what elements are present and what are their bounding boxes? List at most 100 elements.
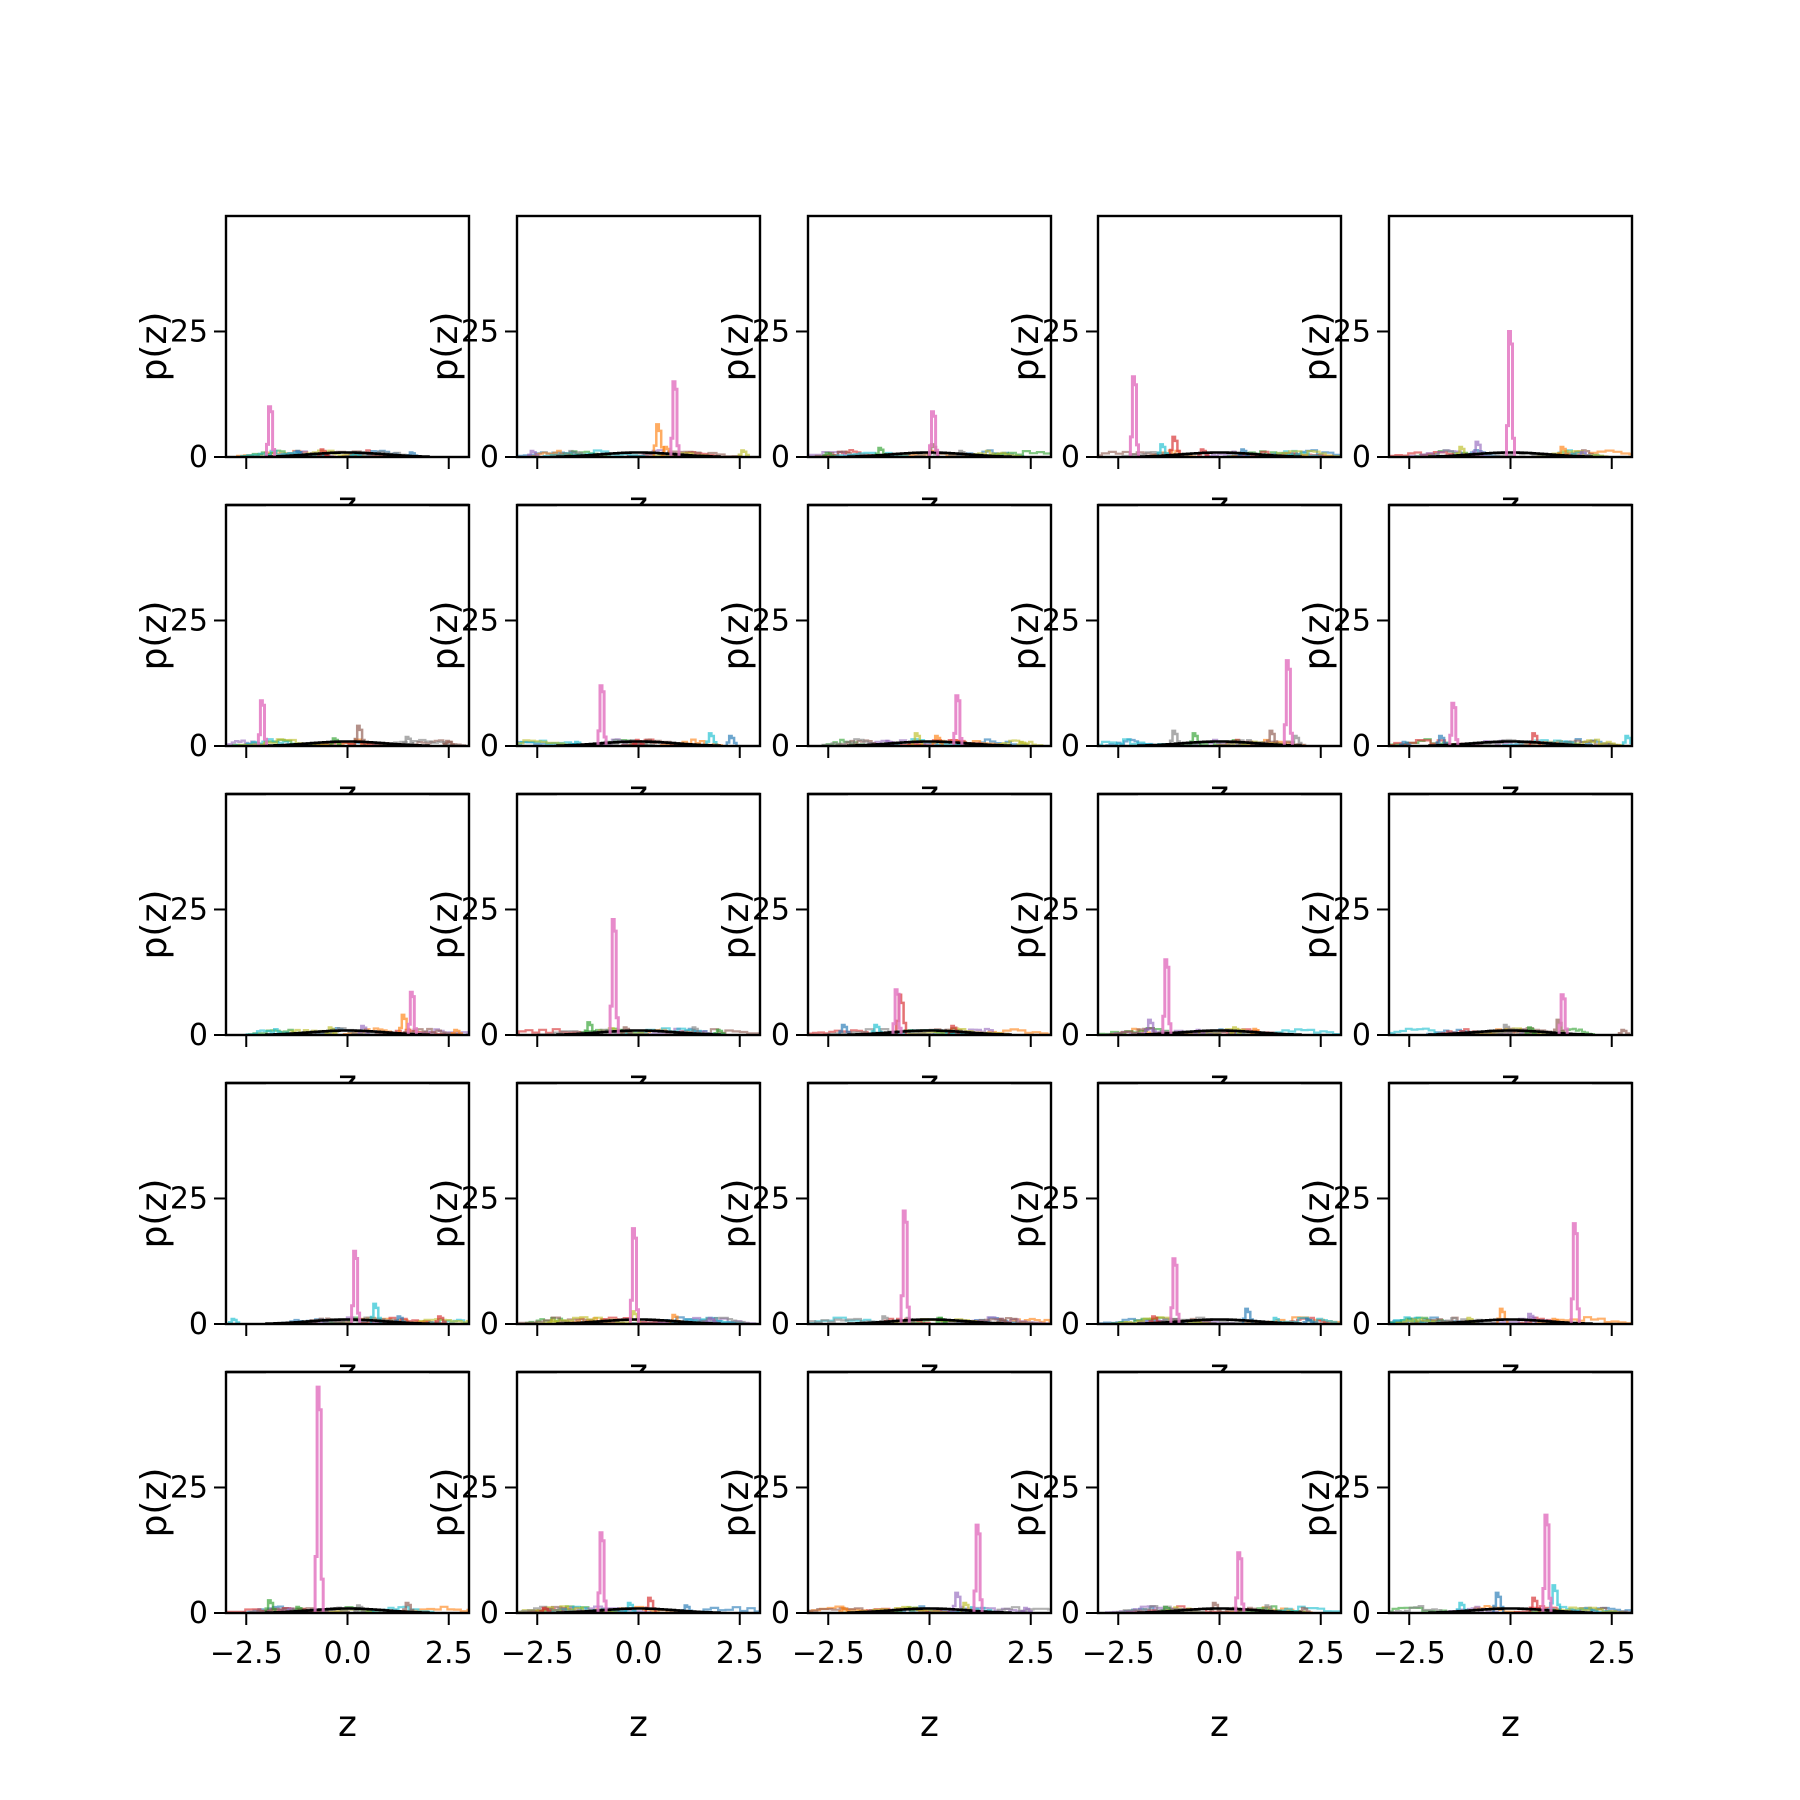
mean-density-histogram [556, 1029, 721, 1035]
y-tick-label: 25 [1042, 1181, 1080, 1216]
subplot-plot-area [1098, 1257, 1341, 1324]
peak-histogram [1569, 1222, 1581, 1324]
mean-density-histogram [556, 1607, 721, 1613]
y-axis-label: p(z) [716, 312, 757, 382]
subplot-plot-area [245, 990, 469, 1035]
label-overlap-mask [848, 793, 1011, 807]
x-tick-label: −2.5 [210, 1636, 283, 1671]
bump-histogram [1557, 445, 1570, 457]
subplot-plot-area [517, 684, 738, 746]
subplot-plot-area [1389, 701, 1632, 746]
peak-histogram [669, 380, 681, 457]
mean-density-histogram [556, 451, 721, 457]
mean-density-histogram [847, 1318, 1012, 1324]
bump-histogram [1144, 1018, 1157, 1035]
bump-histogram [895, 993, 908, 1035]
label-overlap-mask [557, 1371, 720, 1385]
y-tick-label: 0 [1061, 729, 1080, 764]
y-tick-label: 0 [189, 1596, 208, 1631]
peak-histogram [1234, 1551, 1246, 1613]
y-tick-label: 0 [1061, 1596, 1080, 1631]
subplot-5-3: 0 25 −2.5 0.0 2.5 z p(z) [716, 1370, 1055, 1745]
peak-histogram [972, 1523, 984, 1613]
label-overlap-mask [1429, 1371, 1592, 1385]
component-histogram [407, 1318, 469, 1324]
y-tick-label: 25 [461, 892, 499, 927]
y-tick-label: 25 [170, 603, 208, 638]
bump-histogram [442, 739, 455, 746]
bump-histogram [527, 449, 540, 457]
y-axis-label: p(z) [1006, 890, 1047, 960]
peak-histogram [1541, 1513, 1553, 1613]
subplot-1-2: 025zp(z) [425, 214, 762, 526]
y-tick-label: 0 [1061, 440, 1080, 475]
x-tick-label: 2.5 [425, 1636, 473, 1671]
subplot-plot-area [1105, 1551, 1341, 1613]
bump-histogram [402, 1601, 415, 1613]
label-overlap-mask [1138, 793, 1301, 807]
peak-histogram [1557, 993, 1569, 1035]
bump-histogram [329, 737, 342, 746]
subplot-plot-area [1098, 958, 1341, 1035]
y-tick-label: 25 [1042, 603, 1080, 638]
y-tick-label: 25 [1042, 1470, 1080, 1505]
peak-histogram [1448, 701, 1460, 746]
peak-histogram [899, 1209, 911, 1324]
label-overlap-mask [557, 504, 720, 518]
y-tick-label: 25 [1333, 603, 1371, 638]
y-tick-label: 25 [461, 1470, 499, 1505]
subplot-1-4: 025zp(z) [1006, 214, 1343, 526]
y-tick-label: 0 [189, 729, 208, 764]
label-overlap-mask [1138, 1371, 1301, 1385]
subplot-plot-area [236, 405, 430, 457]
peak-histogram [313, 1385, 325, 1613]
y-tick-label: 0 [1352, 1018, 1371, 1053]
subplot-plot-area [1098, 375, 1341, 457]
subplot-1-1: 025zp(z) [134, 214, 471, 526]
x-tick-label: 0.0 [906, 1636, 954, 1671]
subplot-5-4: 0 25 −2.5 0.0 2.5 z p(z) [1006, 1370, 1345, 1745]
subplot-plot-area [1389, 1222, 1632, 1324]
bump-histogram [1156, 443, 1169, 457]
peak-histogram [406, 990, 418, 1035]
x-axis-label: z [920, 1704, 939, 1745]
subplot-4-2: 025zp(z) [425, 1081, 762, 1393]
y-axis-label: p(z) [425, 601, 466, 671]
y-tick-label: 25 [752, 1470, 790, 1505]
x-tick-label: 2.5 [1007, 1636, 1055, 1671]
y-tick-label: 0 [771, 1018, 790, 1053]
y-tick-label: 25 [170, 892, 208, 927]
y-axis-label: p(z) [1297, 1179, 1338, 1249]
y-tick-label: 25 [1042, 314, 1080, 349]
bump-histogram [1016, 740, 1029, 746]
y-tick-label: 0 [1352, 440, 1371, 475]
mean-density-histogram [847, 1029, 1012, 1035]
y-axis-label: p(z) [134, 601, 175, 671]
bump-histogram [1168, 729, 1182, 746]
y-tick-label: 25 [461, 1181, 499, 1216]
y-tick-label: 25 [170, 1181, 208, 1216]
mean-density-histogram [1137, 1607, 1302, 1613]
mean-density-histogram [265, 1607, 430, 1613]
y-tick-label: 25 [1333, 1181, 1371, 1216]
component-histogram [517, 739, 577, 746]
x-tick-label: −2.5 [1082, 1636, 1155, 1671]
overlap-masks [226, 503, 1632, 1385]
subplot-plot-area [808, 410, 1051, 457]
subplot-plot-area [226, 699, 466, 746]
bump-histogram [369, 1302, 382, 1324]
x-tick-label: 0.0 [324, 1636, 372, 1671]
x-tick-label: 2.5 [1588, 1636, 1636, 1671]
label-overlap-mask [1138, 1082, 1301, 1096]
y-tick-label: 0 [771, 1307, 790, 1342]
peak-histogram [350, 1249, 362, 1324]
subplot-plot-area [517, 1227, 757, 1324]
bump-histogram [822, 451, 835, 457]
mean-density-histogram [265, 1029, 430, 1035]
y-tick-label: 25 [461, 314, 499, 349]
subplot-plot-area [517, 380, 750, 457]
bump-histogram [1399, 740, 1412, 746]
subplot-2-3: 025zp(z) [716, 503, 1053, 815]
subplot-3-1: 025zp(z) [134, 792, 471, 1104]
label-overlap-mask [266, 793, 429, 807]
